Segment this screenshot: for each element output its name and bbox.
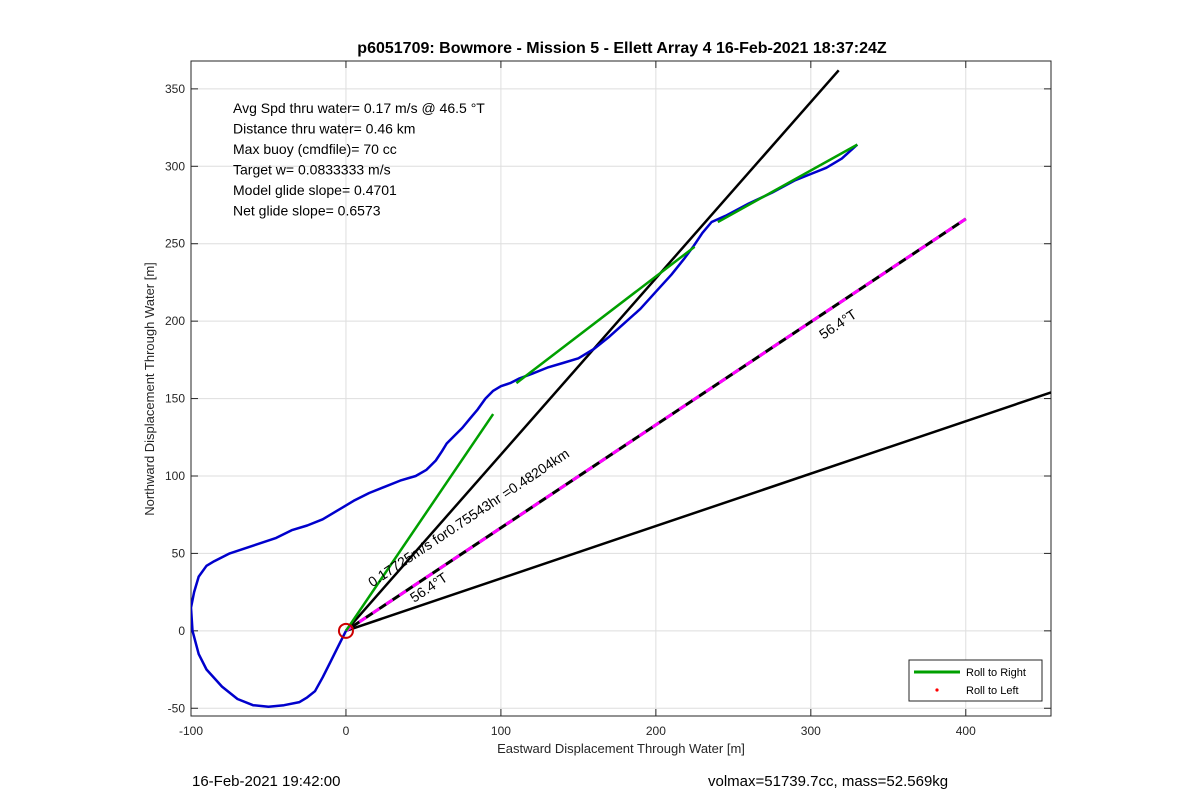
legend: Roll to Right Roll to Left <box>908 659 1043 702</box>
x-tick-label: -100 <box>179 724 203 738</box>
y-tick-label: 200 <box>165 314 185 328</box>
legend-box <box>908 659 1043 702</box>
series-layer <box>191 69 1051 708</box>
x-tick-label: 100 <box>491 724 511 738</box>
heading-line <box>345 391 1051 632</box>
roll-to-right-segment <box>717 143 858 224</box>
roll-to-right-segment <box>515 245 696 385</box>
y-tick-label: 0 <box>178 624 185 638</box>
axes-box <box>190 60 1052 717</box>
legend-dot-roll-left <box>935 688 939 692</box>
footer-mass-info: volmax=51739.7cc, mass=52.569kg <box>708 773 949 790</box>
x-tick-label: 200 <box>646 724 666 738</box>
y-tick-label: 250 <box>165 237 185 251</box>
y-tick-label: 350 <box>165 82 185 96</box>
axes: -100 0 100 200 300 400 -50 0 50 100 150 200 250 300 35… <box>165 60 1052 738</box>
glider-track <box>191 143 859 708</box>
y-axis-label: Northward Displacement Through Water [m] <box>142 262 157 516</box>
y-tick-label: 100 <box>165 469 185 483</box>
annotation-line: Distance thru water= 0.46 km <box>233 121 415 137</box>
grid <box>190 61 1051 716</box>
chart-title: p6051709: Bowmore - Mission 5 - Ellett A… <box>357 40 887 57</box>
dead-reckoning-dashes <box>345 217 967 633</box>
plot-area <box>191 61 1051 716</box>
annotation-line: Model glide slope= 0.4701 <box>233 182 397 198</box>
x-tick-label: 0 <box>343 724 350 738</box>
legend-label: Roll to Right <box>966 667 1026 679</box>
y-tick-label: 300 <box>165 159 185 173</box>
y-tick-label: 150 <box>165 392 185 406</box>
x-axis-label: Eastward Displacement Through Water [m] <box>497 741 745 756</box>
x-tick-label: 400 <box>956 724 976 738</box>
start-marker <box>337 622 354 639</box>
annotation-line: Net glide slope= 0.6573 <box>233 203 381 219</box>
y-tick-label: 50 <box>172 546 186 560</box>
annotation-line: Avg Spd thru water= 0.17 m/s @ 46.5 °T <box>233 100 485 116</box>
roll-to-right-segment <box>344 413 495 632</box>
x-tick-label: 300 <box>801 724 821 738</box>
y-tick-label: -50 <box>168 701 186 715</box>
annotation-line: Max buoy (cmdfile)= 70 cc <box>233 141 397 157</box>
annotation-line: Target w= 0.0833333 m/s <box>233 162 391 178</box>
legend-label: Roll to Left <box>966 685 1019 697</box>
footer-timestamp: 16-Feb-2021 19:42:00 <box>192 773 341 790</box>
